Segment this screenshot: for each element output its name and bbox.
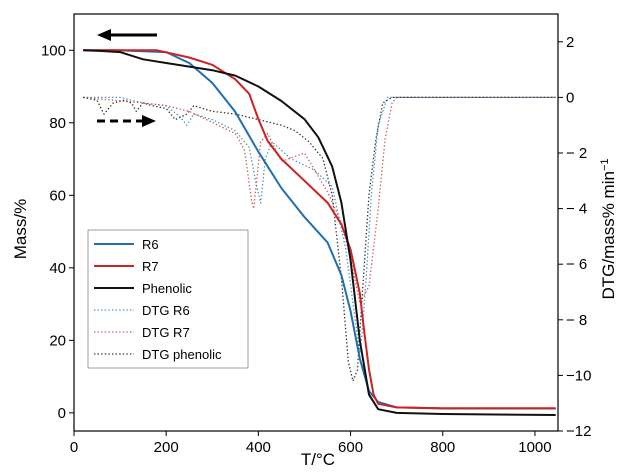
- y-left-tick-label: 20: [49, 332, 66, 349]
- legend-label: R7: [142, 259, 159, 274]
- y-left-tick-label: 40: [49, 260, 66, 277]
- x-axis-title: T/°C: [301, 450, 335, 469]
- x-tick-label: 0: [70, 439, 78, 456]
- y-right-tick-label: − 6: [566, 256, 587, 273]
- series-line-r6: [83, 49, 556, 410]
- y-right-tick-label: 2: [566, 34, 574, 51]
- y-right-tick-label: −10: [566, 367, 591, 384]
- legend-label: DTG R6: [142, 303, 190, 318]
- mass-axis-arrow-head: [97, 29, 111, 41]
- series-line-phenolic: [83, 49, 556, 416]
- legend-box: [87, 229, 249, 369]
- legend-label: Phenolic: [142, 281, 192, 296]
- y-left-axis-title: Mass/%: [11, 199, 30, 259]
- x-tick-label: 200: [154, 439, 179, 456]
- y-right-axis-title-main: DTG/mass% min: [599, 171, 618, 299]
- x-tick-label: 800: [430, 439, 455, 456]
- series-lines: [83, 49, 556, 416]
- y-right-tick-label: − 2: [566, 145, 587, 162]
- legend-label: DTG phenolic: [142, 347, 222, 362]
- y-right-tick-label: − 8: [566, 312, 587, 329]
- x-tick-label: 600: [338, 439, 363, 456]
- y-right-tick-label: −12: [566, 423, 591, 440]
- y-left-tick-label: 80: [49, 115, 66, 132]
- dtg-axis-arrow-head: [142, 115, 156, 127]
- y-left-tick-label: 0: [58, 405, 66, 422]
- x-tick-label: 1000: [518, 439, 551, 456]
- x-tick-label: 400: [246, 439, 271, 456]
- y-right-axis-title: DTG/mass% min−1: [599, 158, 618, 299]
- legend: R6 R7 Phenolic DTG R6 DTG R7 DTG phenolic: [87, 229, 249, 369]
- direction-arrows: [97, 29, 157, 127]
- y-right-tick-label: − 4: [566, 201, 587, 218]
- y-right-axis-title-exponent: −1: [599, 158, 611, 171]
- plot-frame: [73, 13, 559, 432]
- y-left-tick-label: 100: [41, 42, 66, 59]
- series-line-dtg-r6: [83, 96, 556, 354]
- series-line-r7: [83, 49, 556, 410]
- legend-label: R6: [142, 237, 159, 252]
- y-left-tick-label: 60: [49, 187, 66, 204]
- y-right-tick-label: 0: [566, 89, 574, 106]
- legend-label: DTG R7: [142, 325, 190, 340]
